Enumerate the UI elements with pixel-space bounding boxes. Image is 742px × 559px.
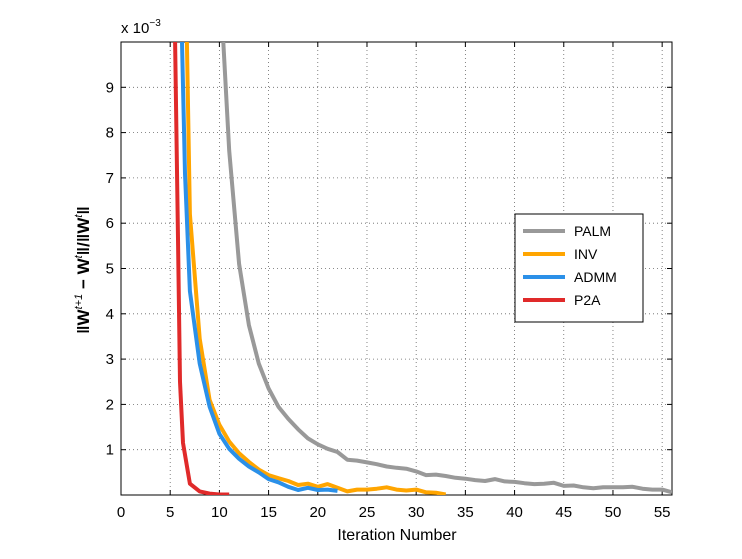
series-lines: [173, 42, 672, 495]
y-label-sup-3: t: [73, 214, 85, 218]
series-line-p2a: [173, 42, 230, 495]
x-tick-label: 45: [555, 504, 572, 521]
x-tick-label: 15: [260, 504, 277, 521]
y-label-part-mid: − W: [74, 257, 93, 293]
y-axis-label: ‖Wt+1 − Wt‖/‖Wt‖: [73, 206, 93, 334]
y-exponent-power: −3: [149, 18, 161, 29]
legend-item-p2a: P2A: [523, 292, 601, 308]
legend-label: PALM: [574, 223, 611, 239]
y-tick-label: 8: [106, 125, 114, 142]
x-axis-label: Iteration Number: [337, 527, 457, 544]
x-axis-tick-labels: 0 5 10 15 20 25 30 35 40 45 50 55: [117, 504, 671, 521]
legend-label: INV: [574, 246, 598, 262]
y-tick-label: 9: [106, 79, 114, 96]
y-exponent-base: x 10: [121, 20, 149, 37]
y-tick-label: 3: [106, 351, 114, 368]
x-tick-label: 35: [457, 504, 474, 521]
y-axis-exponent-label: x 10−3: [121, 18, 161, 37]
legend-label: ADMM: [574, 269, 617, 285]
x-tick-label: 30: [408, 504, 425, 521]
series-line-palm: [221, 42, 672, 495]
legend-item-admm: ADMM: [523, 269, 617, 285]
y-label-sup-1: t+1: [73, 294, 85, 310]
x-tick-label: 5: [166, 504, 174, 521]
x-tick-label: 20: [309, 504, 326, 521]
y-label-part-close: ‖: [74, 206, 93, 214]
legend-item-palm: PALM: [523, 223, 611, 239]
y-axis-tick-labels: 1 2 3 4 5 6 7 8 9: [106, 79, 114, 458]
y-tick-label: 6: [106, 215, 114, 232]
y-label-sup-2: t: [73, 254, 85, 258]
x-tick-label: 0: [117, 504, 125, 521]
y-tick-label: 5: [106, 261, 114, 278]
x-tick-label: 55: [654, 504, 671, 521]
series-line-inv: [184, 42, 447, 495]
legend: PALM INV ADMM P2A: [514, 213, 644, 323]
legend-label: P2A: [574, 292, 601, 308]
y-label-part-mid2: ‖/‖W: [74, 217, 93, 256]
x-tick-label: 40: [506, 504, 523, 521]
y-tick-label: 4: [106, 306, 114, 323]
legend-box: [514, 213, 644, 323]
axis-ticks: [120, 42, 672, 495]
x-tick-label: 10: [211, 504, 228, 521]
x-tick-label: 50: [605, 504, 622, 521]
y-tick-label: 2: [106, 396, 114, 413]
series-line-admm: [180, 42, 338, 493]
y-label-part-open: ‖W: [74, 308, 93, 333]
x-tick-label: 25: [359, 504, 376, 521]
legend-item-inv: INV: [523, 246, 598, 262]
y-tick-label: 1: [106, 442, 114, 459]
y-tick-label: 7: [106, 170, 114, 187]
